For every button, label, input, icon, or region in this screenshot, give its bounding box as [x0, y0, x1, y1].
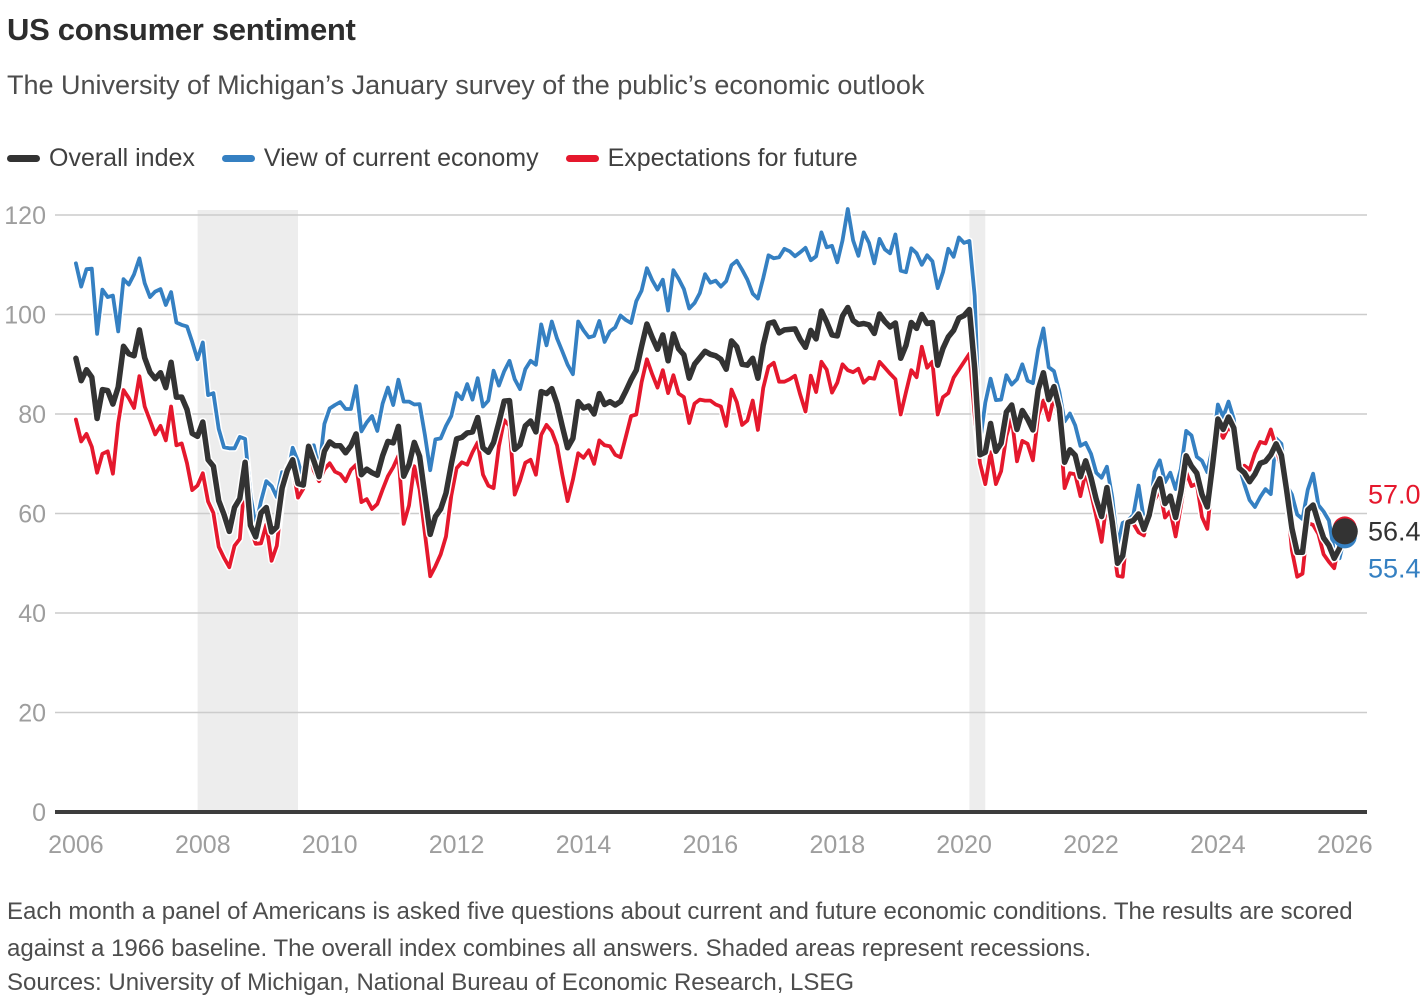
legend-item-overall: Overall index [7, 144, 195, 173]
y-tick-label: 100 [4, 302, 46, 330]
x-tick-label: 2018 [809, 831, 865, 859]
legend-item-current: View of current economy [221, 144, 539, 173]
legend-label-expectations: Expectations for future [607, 144, 858, 172]
chart-legend: Overall index View of current economy Ex… [7, 144, 858, 173]
y-tick-label: 80 [18, 401, 46, 429]
chart-sources: Sources: University of Michigan, Nationa… [7, 969, 855, 996]
chart-subtitle: The University of Michigan’s January sur… [7, 70, 925, 100]
x-tick-label: 2020 [936, 831, 992, 859]
x-tick-label: 2014 [556, 831, 612, 859]
x-tick-label: 2010 [302, 831, 358, 859]
x-tick-label: 2026 [1317, 831, 1373, 859]
current-economy-swatch [221, 155, 255, 162]
page-title: US consumer sentiment [7, 12, 356, 47]
y-tick-label: 120 [4, 202, 46, 230]
y-tick-label: 40 [18, 600, 46, 628]
legend-item-expectations: Expectations for future [565, 144, 858, 173]
overall-index-swatch [7, 155, 40, 162]
x-tick-label: 2008 [175, 831, 231, 859]
y-tick-label: 0 [32, 799, 46, 827]
end-value-label: 55.4 [1368, 553, 1420, 583]
series-line-overall-index [73, 304, 1348, 567]
y-tick-label: 60 [18, 501, 46, 529]
x-tick-label: 2016 [683, 831, 739, 859]
x-tick-label: 2012 [429, 831, 485, 859]
chart-footnote: Each month a panel of Americans is asked… [7, 898, 1353, 962]
legend-label-overall: Overall index [49, 144, 195, 172]
x-tick-label: 2006 [48, 831, 104, 859]
end-value-label: 57.0 [1368, 479, 1420, 509]
x-tick-label: 2024 [1190, 831, 1246, 859]
x-tick-label: 2022 [1063, 831, 1119, 859]
end-value-label: 56.4 [1368, 516, 1420, 546]
end-dot-overall-index [1331, 518, 1358, 545]
legend-label-current: View of current economy [263, 144, 539, 172]
y-tick-label: 20 [18, 700, 46, 728]
expectations-swatch [565, 155, 599, 162]
